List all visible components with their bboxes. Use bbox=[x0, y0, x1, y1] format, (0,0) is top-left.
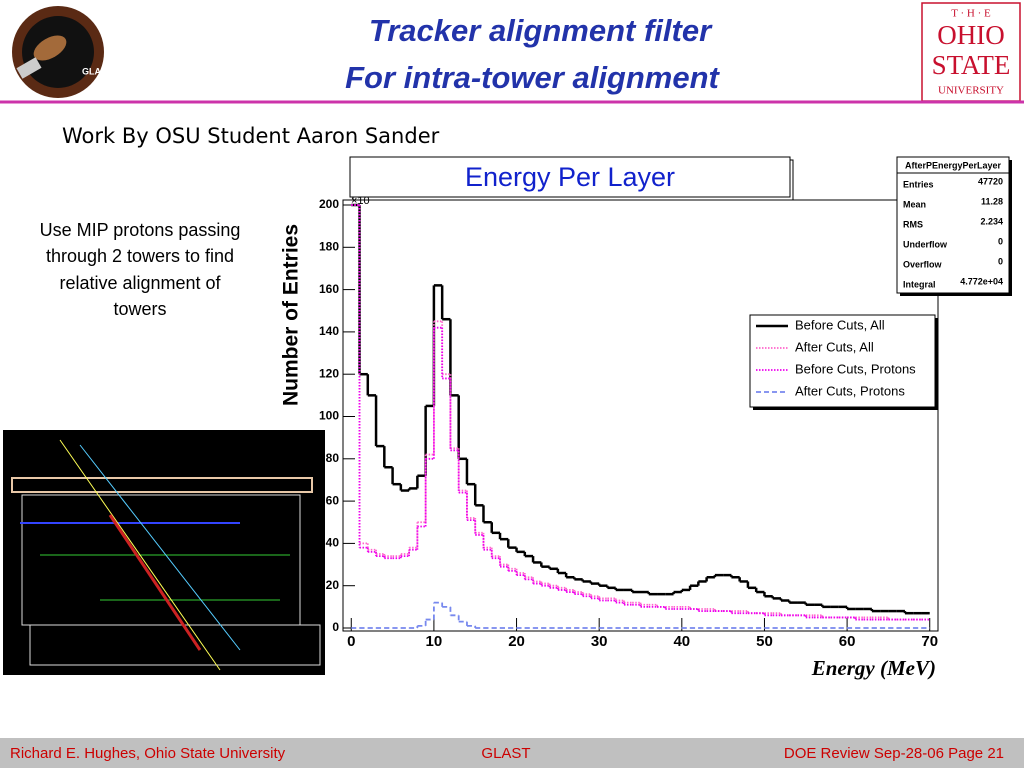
legend-label: After Cuts, Protons bbox=[795, 383, 905, 398]
y-axis-label: Number of Entries bbox=[280, 224, 303, 406]
stats-label: Overflow bbox=[903, 259, 943, 269]
stats-box bbox=[896, 156, 1010, 294]
y-tick-label: 200 bbox=[319, 197, 339, 211]
chart-title: Energy Per Layer bbox=[465, 162, 675, 192]
glast-galaxy bbox=[33, 35, 67, 61]
y-tick-label: 140 bbox=[319, 324, 339, 338]
y-tick-label: 20 bbox=[326, 578, 340, 592]
event-display bbox=[3, 430, 325, 675]
stats-label: Mean bbox=[903, 199, 926, 209]
stats-value: 11.28 bbox=[981, 196, 1003, 206]
x-tick-label: 30 bbox=[591, 633, 608, 650]
y-tick-label: 80 bbox=[326, 451, 340, 465]
legend-label: After Cuts, All bbox=[795, 339, 874, 354]
histogram-lines bbox=[351, 203, 930, 629]
stats-title: AfterPEnergyPerLayer bbox=[905, 160, 1002, 170]
subtitle: Work By OSU Student Aaron Sander bbox=[62, 124, 440, 148]
osu-logo-text: T · H · E bbox=[951, 8, 991, 20]
description: through 2 towers to find bbox=[46, 246, 234, 266]
stats-value: 0 bbox=[998, 256, 1003, 266]
stats-label: Entries bbox=[903, 179, 934, 189]
footer-text: DOE Review Sep-28-06 Page 21 bbox=[784, 745, 1004, 762]
legend-label: Before Cuts, All bbox=[795, 317, 885, 332]
osu-logo-text: UNIVERSITY bbox=[938, 85, 1004, 97]
stats-label: RMS bbox=[903, 219, 923, 229]
event-track bbox=[108, 514, 202, 651]
stats-value: 2.234 bbox=[980, 216, 1003, 226]
y-tick-label: 100 bbox=[319, 409, 339, 423]
event-frame bbox=[11, 477, 313, 493]
plot-frame bbox=[342, 199, 939, 632]
x-tick-label: 20 bbox=[508, 633, 525, 650]
y-tick-label: 60 bbox=[326, 493, 340, 507]
event-frame bbox=[29, 624, 321, 666]
osu-logo-text: OHIO bbox=[937, 20, 1005, 50]
stats-label: Underflow bbox=[903, 239, 948, 249]
stats-label: Integral bbox=[903, 279, 936, 289]
y-tick-label: 160 bbox=[319, 282, 339, 296]
stats-value: 47720 bbox=[978, 176, 1003, 186]
chart-title-box bbox=[349, 156, 791, 198]
osu-logo-text: STATE bbox=[932, 50, 1011, 80]
y-tick-label: 40 bbox=[326, 536, 340, 550]
event-track bbox=[79, 444, 241, 651]
footer-text: GLAST bbox=[481, 745, 530, 762]
y-tick-label: 120 bbox=[319, 366, 339, 380]
slide-title: Tracker alignment filter bbox=[369, 13, 713, 48]
description: relative alignment of bbox=[59, 273, 221, 293]
description: towers bbox=[113, 299, 166, 319]
stats-value: 4.772e+04 bbox=[960, 276, 1003, 286]
x-tick-label: 70 bbox=[921, 633, 938, 650]
x-tick-label: 0 bbox=[347, 633, 355, 650]
x-axis-label: Energy (MeV) bbox=[811, 656, 936, 680]
slide-title: For intra-tower alignment bbox=[345, 60, 720, 95]
x-tick-label: 60 bbox=[839, 633, 856, 650]
footer-text: Richard E. Hughes, Ohio State University bbox=[10, 745, 286, 762]
glast-satellite bbox=[16, 57, 42, 79]
glast-logo-text: GLAST bbox=[82, 66, 113, 76]
x-tick-label: 40 bbox=[673, 633, 690, 650]
y-tick-label: 180 bbox=[319, 239, 339, 253]
x-tick-label: 50 bbox=[756, 633, 773, 650]
description: Use MIP protons passing bbox=[40, 220, 241, 240]
footer-bar bbox=[0, 738, 1024, 768]
event-track bbox=[59, 439, 221, 671]
legend-label: Before Cuts, Protons bbox=[795, 361, 916, 376]
y-tick-label: 0 bbox=[332, 620, 339, 634]
x-tick-label: 10 bbox=[426, 633, 443, 650]
stats-value: 0 bbox=[998, 236, 1003, 246]
